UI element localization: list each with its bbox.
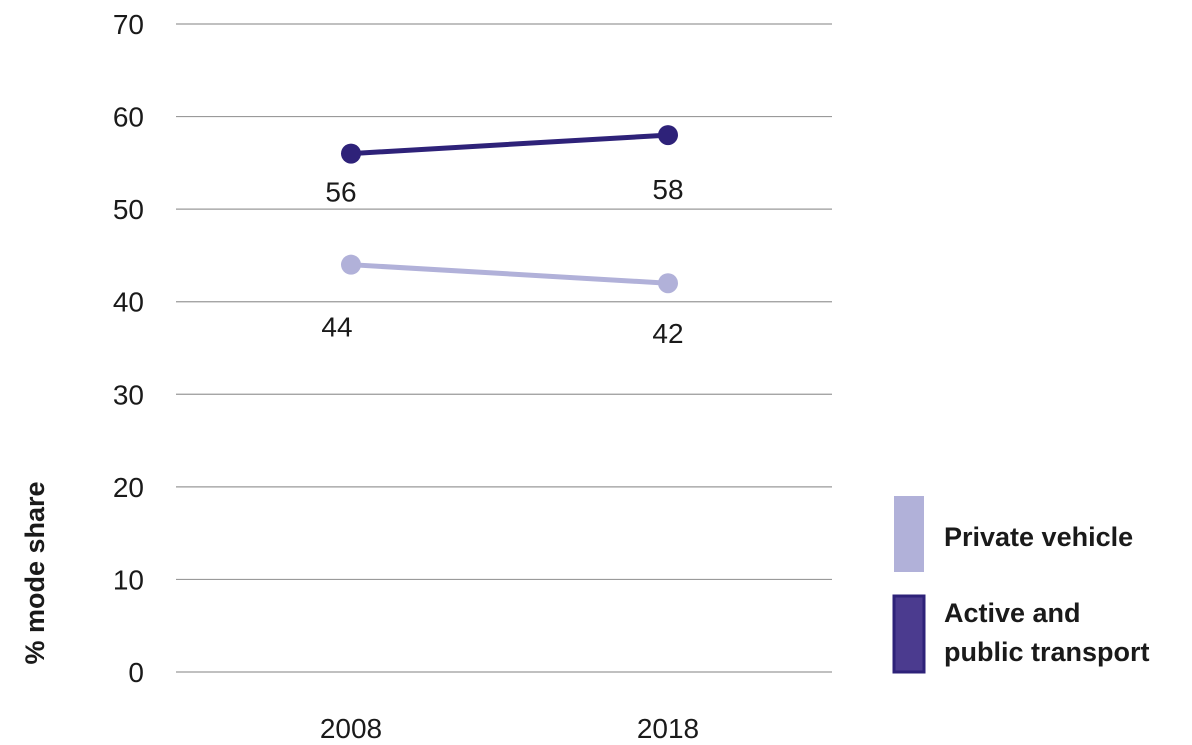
legend-label: Active and (944, 598, 1081, 628)
series (341, 125, 678, 294)
y-tick-label: 20 (113, 472, 144, 503)
data-label: 56 (325, 177, 356, 208)
y-tick-label: 60 (113, 102, 144, 133)
y-tick-label: 70 (113, 9, 144, 40)
data-label: 42 (652, 318, 683, 349)
legend-item: Active and public transport (892, 594, 1150, 674)
legend: Private vehicle Active and public transpor… (892, 496, 1150, 674)
x-tick-label: 2008 (320, 713, 382, 744)
legend-label: Private vehicle (944, 522, 1133, 552)
series-line (348, 132, 671, 157)
x-tick-label: 2018 (637, 713, 699, 744)
data-point (341, 254, 361, 275)
data-point (658, 125, 678, 146)
y-tick-label: 50 (113, 194, 144, 225)
data-label: 44 (321, 312, 352, 343)
y-axis-ticks: 0 10 20 30 40 50 60 70 (113, 9, 144, 688)
series-active-and-public-transport (341, 125, 678, 164)
series-private-vehicle (341, 254, 678, 294)
legend-swatch (894, 496, 924, 572)
legend-label: public transport (944, 637, 1150, 667)
y-tick-label: 40 (113, 287, 144, 318)
data-labels: 56 58 44 42 (321, 174, 683, 349)
data-point (341, 143, 361, 164)
y-tick-label: 30 (113, 379, 144, 410)
y-tick-label: 10 (113, 564, 144, 595)
gridlines (176, 23, 832, 673)
y-tick-label: 0 (128, 657, 144, 688)
legend-swatch (892, 594, 926, 674)
data-point (658, 273, 678, 294)
series-line (348, 262, 671, 286)
legend-item: Private vehicle (894, 496, 1133, 572)
y-axis-title: % mode share (20, 481, 50, 664)
data-label: 58 (652, 174, 683, 205)
x-axis-ticks: 2008 2018 (320, 713, 699, 744)
